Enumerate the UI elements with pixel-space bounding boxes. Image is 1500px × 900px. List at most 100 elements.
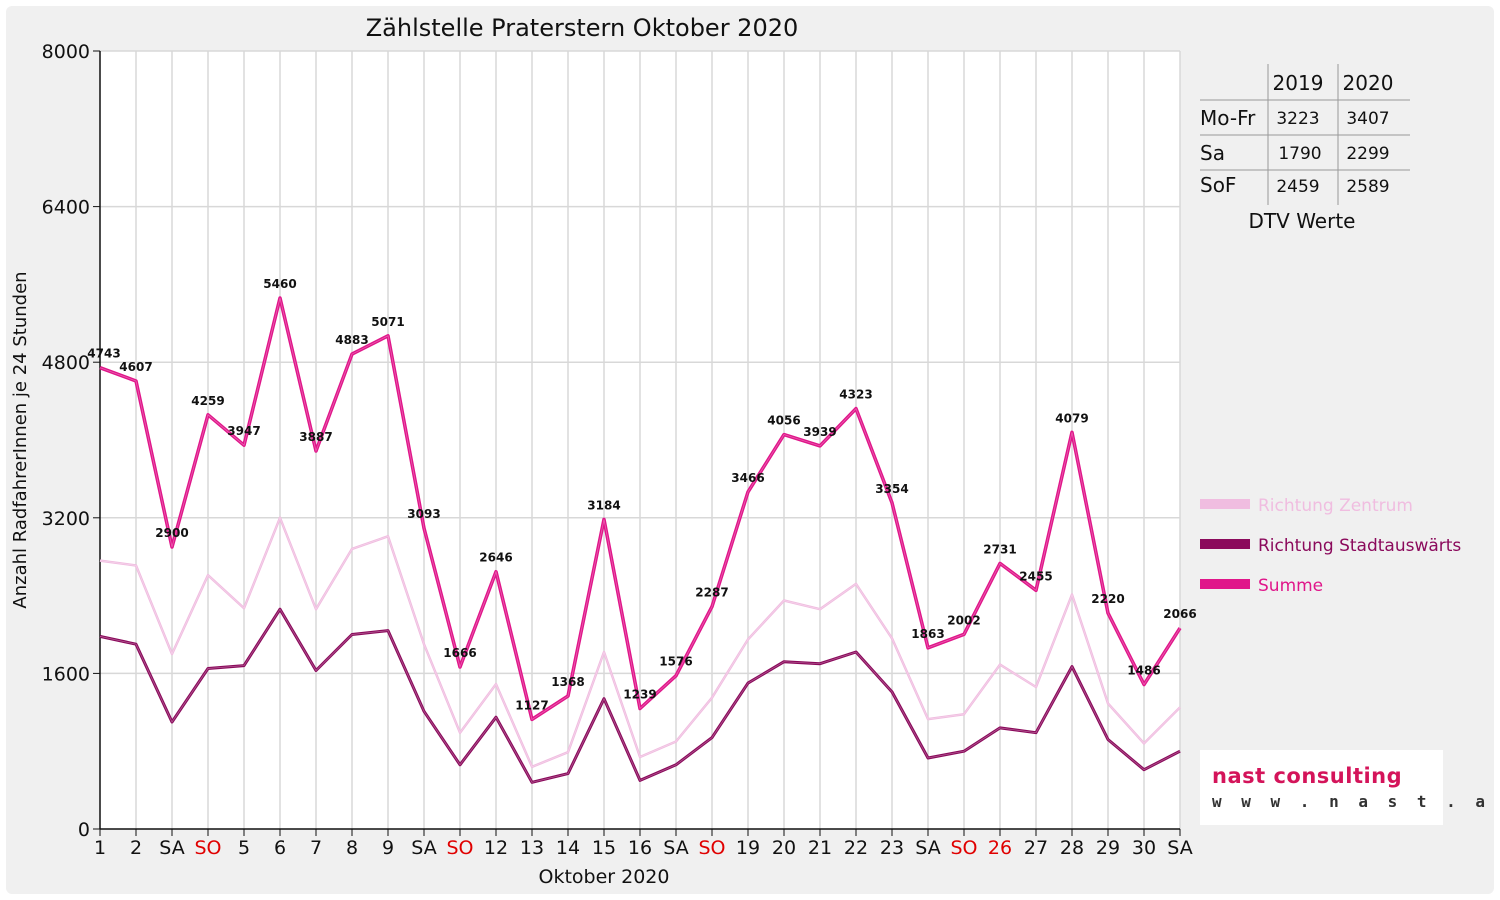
x-tick-label: SA bbox=[411, 837, 436, 859]
x-tick-label: 28 bbox=[1060, 837, 1084, 859]
legend: Richtung Zentrum Richtung Stadtauswärts Su… bbox=[1200, 496, 1461, 596]
dtv-row-label: SoF bbox=[1200, 173, 1236, 197]
logo-name: nast consulting bbox=[1212, 764, 1403, 788]
legend-entry: Richtung Stadtauswärts bbox=[1258, 536, 1461, 556]
data-label: 1127 bbox=[515, 698, 548, 712]
series-lines bbox=[99, 296, 1182, 784]
x-tick-label: 12 bbox=[484, 837, 508, 859]
dtv-header-2020: 2020 bbox=[1343, 71, 1394, 95]
x-tick-label: 16 bbox=[628, 837, 652, 859]
dtv-cell: 2459 bbox=[1276, 177, 1319, 197]
legend-swatch bbox=[1200, 499, 1250, 509]
legend-entry: Richtung Zentrum bbox=[1258, 496, 1413, 516]
x-tick-label: 26 bbox=[988, 837, 1012, 859]
data-label: 2731 bbox=[983, 542, 1016, 556]
data-label: 4056 bbox=[767, 414, 800, 428]
dtv-cell: 2589 bbox=[1346, 177, 1389, 197]
dtv-cell: 3223 bbox=[1276, 109, 1319, 129]
series-line-2 bbox=[99, 607, 1181, 784]
x-tick-label: SA bbox=[663, 837, 688, 859]
x-tick-label: 22 bbox=[844, 837, 868, 859]
x-tick-label: 30 bbox=[1132, 837, 1156, 859]
data-label: 3354 bbox=[875, 482, 908, 496]
data-label: 3093 bbox=[407, 507, 440, 521]
series-line-highlight-3 bbox=[99, 297, 1181, 720]
data-label: 2900 bbox=[155, 526, 188, 540]
series-line-1 bbox=[99, 516, 1181, 769]
x-tick-label: 1 bbox=[94, 837, 106, 859]
x-tick-label: 6 bbox=[274, 837, 286, 859]
y-tick-label: 4800 bbox=[42, 352, 90, 374]
data-label: 4607 bbox=[119, 360, 152, 374]
logo-url: w w w . n a s t . a t bbox=[1212, 792, 1500, 811]
data-label: 4259 bbox=[191, 394, 224, 408]
x-tick-label: 9 bbox=[382, 837, 394, 859]
x-tick-label: SA bbox=[1167, 837, 1192, 859]
dtv-row-label: Sa bbox=[1200, 141, 1225, 165]
legend-swatch bbox=[1200, 539, 1250, 549]
data-label: 2646 bbox=[479, 551, 512, 565]
data-label: 1239 bbox=[623, 688, 656, 702]
y-tick-label: 0 bbox=[78, 819, 90, 841]
dtv-row-label: Mo-Fr bbox=[1200, 106, 1256, 130]
data-label: 3887 bbox=[299, 430, 332, 444]
data-label: 2002 bbox=[947, 613, 980, 627]
nast-consulting-logo: nast consulting w w w . n a s t . a t bbox=[1200, 750, 1500, 825]
x-tick-label: SO bbox=[698, 837, 725, 859]
y-tick-label: 3200 bbox=[42, 508, 90, 530]
data-label: 4323 bbox=[839, 388, 872, 402]
series-line-highlight-1 bbox=[99, 516, 1181, 768]
data-label: 2287 bbox=[695, 586, 728, 600]
data-label: 1863 bbox=[911, 627, 944, 641]
data-label: 3939 bbox=[803, 425, 836, 439]
chart-title: Zählstelle Praterstern Oktober 2020 bbox=[366, 14, 799, 42]
x-tick-label: 21 bbox=[808, 837, 832, 859]
data-label: 2220 bbox=[1091, 592, 1124, 606]
x-tick-label: 19 bbox=[736, 837, 760, 859]
data-label: 5071 bbox=[371, 315, 404, 329]
axes bbox=[93, 50, 1181, 836]
x-tick-label: 8 bbox=[346, 837, 358, 859]
x-tick-label: 20 bbox=[772, 837, 796, 859]
data-label: 1576 bbox=[659, 655, 692, 669]
data-label: 3947 bbox=[227, 424, 260, 438]
x-tick-label: 7 bbox=[310, 837, 322, 859]
series-line-highlight-2 bbox=[99, 608, 1181, 783]
dtv-caption: DTV Werte bbox=[1249, 209, 1356, 233]
x-tick-label: SA bbox=[915, 837, 940, 859]
dtv-cell: 3407 bbox=[1346, 109, 1389, 129]
y-tick-label: 1600 bbox=[42, 663, 90, 685]
x-axis-ticks: 1 2 SA SO 5 6 7 8 9 SA SO 12 13 14 15 16 SA SO 19 20 21 22 23 S… bbox=[94, 837, 1193, 859]
x-tick-label: 29 bbox=[1096, 837, 1120, 859]
legend-swatch bbox=[1200, 579, 1250, 589]
dtv-table: 2019 2020 Mo-Fr 3223 3407 Sa 1790 2299 S… bbox=[1200, 64, 1410, 233]
data-label: 3466 bbox=[731, 471, 764, 485]
x-tick-label: 13 bbox=[520, 837, 544, 859]
data-label: 4743 bbox=[87, 347, 120, 361]
series-line-3 bbox=[99, 296, 1182, 722]
dtv-cell: 1790 bbox=[1278, 144, 1321, 164]
data-label: 2455 bbox=[1019, 569, 1052, 583]
x-tick-label: 2 bbox=[130, 837, 142, 859]
data-label: 3184 bbox=[587, 498, 620, 512]
data-label: 1368 bbox=[551, 675, 584, 689]
dtv-header-2019: 2019 bbox=[1273, 71, 1324, 95]
data-label: 4079 bbox=[1055, 411, 1088, 425]
y-axis-ticks: 0 1600 3200 4800 6400 8000 bbox=[42, 41, 90, 841]
x-tick-label: SO bbox=[950, 837, 977, 859]
y-axis-label: Anzahl RadfahrerInnen je 24 Stunden bbox=[10, 271, 31, 608]
data-label: 1666 bbox=[443, 646, 476, 660]
legend-entry: Summe bbox=[1258, 576, 1323, 596]
x-tick-label: SO bbox=[194, 837, 221, 859]
x-tick-label: 23 bbox=[880, 837, 904, 859]
data-label: 2066 bbox=[1163, 607, 1196, 621]
y-tick-label: 6400 bbox=[42, 197, 90, 219]
x-tick-label: 14 bbox=[556, 837, 580, 859]
data-label: 4883 bbox=[335, 333, 368, 347]
x-tick-label: 5 bbox=[238, 837, 250, 859]
x-tick-label: SO bbox=[446, 837, 473, 859]
x-axis-label: Oktober 2020 bbox=[539, 866, 670, 888]
x-tick-label: 27 bbox=[1024, 837, 1048, 859]
